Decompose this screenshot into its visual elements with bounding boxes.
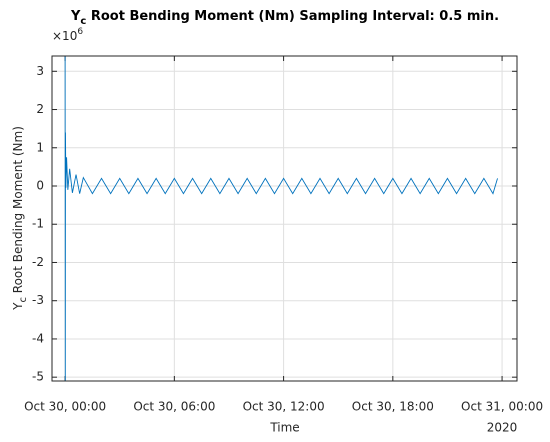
x-tick-label: Oct 31, 00:00 (461, 400, 543, 414)
x-axis-label: Time (269, 421, 299, 435)
exponent-power: 6 (77, 27, 83, 37)
plot-frame (51, 55, 518, 382)
y-exponent: ×106 (52, 27, 83, 43)
exponent-base: ×10 (52, 29, 77, 43)
x-tick-label: Oct 30, 18:00 (352, 400, 434, 414)
y-tick-label: 2 (36, 102, 44, 116)
data-line (64, 55, 498, 382)
x-tick-label: Oct 30, 00:00 (24, 400, 106, 414)
chart-title: Yc Root Bending Moment (Nm) Sampling Int… (70, 9, 499, 28)
ylabel-sub: c (18, 297, 29, 303)
ylabel-main: Y (11, 302, 25, 311)
y-tick-label: -2 (32, 255, 44, 269)
title-sub: c (80, 16, 86, 27)
x-tick-label: Oct 30, 12:00 (243, 400, 325, 414)
x-tick-label: Oct 30, 06:00 (133, 400, 215, 414)
y-tick-label: -4 (32, 331, 44, 345)
y-tick-label: -1 (32, 217, 44, 231)
y-tick-label: 0 (36, 179, 44, 193)
title-rest: Root Bending Moment (Nm) Sampling Interv… (86, 9, 499, 24)
title-main: Y (70, 9, 81, 24)
ylabel-rest: Root Bending Moment (Nm) (11, 126, 25, 297)
y-axis-label: Yc Root Bending Moment (Nm) (11, 126, 30, 311)
x-year-label: 2020 (487, 421, 518, 435)
y-tick-label: -5 (32, 370, 44, 384)
y-tick-label: -3 (32, 293, 44, 307)
y-tick-label: 1 (36, 140, 44, 154)
y-tick-label: 3 (36, 64, 44, 78)
